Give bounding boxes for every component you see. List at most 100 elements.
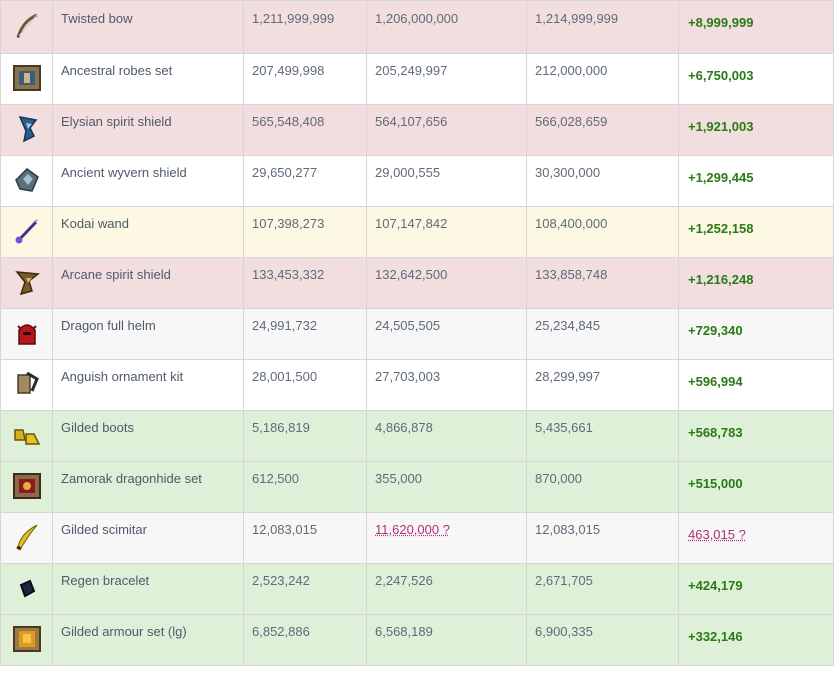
- low-price: 564,107,656: [366, 104, 527, 156]
- regen-bracelet-icon: [12, 573, 42, 603]
- buy-price: 12,083,015: [243, 512, 367, 564]
- high-price: 870,000: [526, 461, 679, 513]
- twisted-bow-icon: [12, 11, 42, 41]
- table-row[interactable]: Gilded armour set (lg) 6,852,886 6,568,1…: [0, 614, 834, 666]
- item-icon-cell: [0, 0, 53, 54]
- table-row[interactable]: Elysian spirit shield 565,548,408 564,10…: [0, 104, 834, 156]
- item-icon-cell: [0, 308, 53, 360]
- table-row[interactable]: Ancient wyvern shield 29,650,277 29,000,…: [0, 155, 834, 207]
- high-price: 212,000,000: [526, 53, 679, 105]
- item-icon-cell: [0, 155, 53, 207]
- high-price: 30,300,000: [526, 155, 679, 207]
- table-row[interactable]: Dragon full helm 24,991,732 24,505,505 2…: [0, 308, 834, 360]
- table-row[interactable]: Gilded scimitar 12,083,015 11,620,000 ? …: [0, 512, 834, 564]
- item-name[interactable]: Zamorak dragonhide set: [52, 461, 244, 513]
- margin-value: +6,750,003: [678, 53, 834, 105]
- table-row[interactable]: Anguish ornament kit 28,001,500 27,703,0…: [0, 359, 834, 411]
- low-price: 24,505,505: [366, 308, 527, 360]
- high-price: 2,671,705: [526, 563, 679, 615]
- margin-value: +515,000: [678, 461, 834, 513]
- item-name[interactable]: Ancestral robes set: [52, 53, 244, 105]
- gilded-scimitar-icon: [12, 522, 42, 552]
- item-name[interactable]: Dragon full helm: [52, 308, 244, 360]
- buy-price: 207,499,998: [243, 53, 367, 105]
- high-price: 25,234,845: [526, 308, 679, 360]
- low-price: 27,703,003: [366, 359, 527, 411]
- low-price: 4,866,878: [366, 410, 527, 462]
- buy-price: 1,211,999,999: [243, 0, 367, 54]
- item-name[interactable]: Arcane spirit shield: [52, 257, 244, 309]
- ancestral-robes-set-icon: [12, 63, 42, 93]
- item-icon-cell: [0, 563, 53, 615]
- low-price: 132,642,500: [366, 257, 527, 309]
- item-icon-cell: [0, 512, 53, 564]
- margin-flag[interactable]: 463,015 ?: [688, 527, 746, 542]
- table-row[interactable]: Regen bracelet 2,523,242 2,247,526 2,671…: [0, 563, 834, 615]
- gilded-boots-icon: [12, 420, 42, 450]
- buy-price: 612,500: [243, 461, 367, 513]
- table-row[interactable]: Twisted bow 1,211,999,999 1,206,000,000 …: [0, 0, 834, 54]
- item-name[interactable]: Ancient wyvern shield: [52, 155, 244, 207]
- item-icon-cell: [0, 257, 53, 309]
- buy-price: 2,523,242: [243, 563, 367, 615]
- margin-value: +729,340: [678, 308, 834, 360]
- item-name[interactable]: Elysian spirit shield: [52, 104, 244, 156]
- gilded-armour-set-lg-icon: [12, 624, 42, 654]
- item-name[interactable]: Regen bracelet: [52, 563, 244, 615]
- table-row[interactable]: Ancestral robes set 207,499,998 205,249,…: [0, 53, 834, 105]
- low-price: 6,568,189: [366, 614, 527, 666]
- margin-value: +332,146: [678, 614, 834, 666]
- buy-price: 565,548,408: [243, 104, 367, 156]
- ancient-wyvern-shield-icon: [12, 165, 42, 195]
- high-price: 1,214,999,999: [526, 0, 679, 54]
- item-name[interactable]: Anguish ornament kit: [52, 359, 244, 411]
- margin-value: 463,015 ?: [678, 512, 834, 564]
- low-price: 2,247,526: [366, 563, 527, 615]
- item-name[interactable]: Gilded boots: [52, 410, 244, 462]
- dragon-full-helm-icon: [12, 318, 42, 348]
- margin-value: +1,921,003: [678, 104, 834, 156]
- buy-price: 5,186,819: [243, 410, 367, 462]
- margin-value: +8,999,999: [678, 0, 834, 54]
- table-row[interactable]: Gilded boots 5,186,819 4,866,878 5,435,6…: [0, 410, 834, 462]
- buy-price: 28,001,500: [243, 359, 367, 411]
- item-name[interactable]: Gilded scimitar: [52, 512, 244, 564]
- item-icon-cell: [0, 359, 53, 411]
- high-price: 5,435,661: [526, 410, 679, 462]
- low-price: 11,620,000 ?: [366, 512, 527, 564]
- kodai-wand-icon: [12, 216, 42, 246]
- item-name[interactable]: Gilded armour set (lg): [52, 614, 244, 666]
- buy-price: 6,852,886: [243, 614, 367, 666]
- item-name[interactable]: Twisted bow: [52, 0, 244, 54]
- margin-value: +568,783: [678, 410, 834, 462]
- high-price: 6,900,335: [526, 614, 679, 666]
- zamorak-dragonhide-set-icon: [12, 471, 42, 501]
- margin-value: +1,216,248: [678, 257, 834, 309]
- item-icon-cell: [0, 461, 53, 513]
- buy-price: 29,650,277: [243, 155, 367, 207]
- margin-value: +1,299,445: [678, 155, 834, 207]
- margin-value: +1,252,158: [678, 206, 834, 258]
- buy-price: 133,453,332: [243, 257, 367, 309]
- buy-price: 107,398,273: [243, 206, 367, 258]
- item-icon-cell: [0, 104, 53, 156]
- arcane-spirit-shield-icon: [12, 267, 42, 297]
- margin-value: +424,179: [678, 563, 834, 615]
- low-price: 355,000: [366, 461, 527, 513]
- low-price: 107,147,842: [366, 206, 527, 258]
- high-price: 12,083,015: [526, 512, 679, 564]
- table-row[interactable]: Zamorak dragonhide set 612,500 355,000 8…: [0, 461, 834, 513]
- item-icon-cell: [0, 410, 53, 462]
- low-price: 29,000,555: [366, 155, 527, 207]
- high-price: 108,400,000: [526, 206, 679, 258]
- margin-value: +596,994: [678, 359, 834, 411]
- table-row[interactable]: Arcane spirit shield 133,453,332 132,642…: [0, 257, 834, 309]
- low-flag[interactable]: 11,620,000 ?: [375, 522, 450, 537]
- low-price: 205,249,997: [366, 53, 527, 105]
- item-name[interactable]: Kodai wand: [52, 206, 244, 258]
- item-icon-cell: [0, 206, 53, 258]
- table-row[interactable]: Kodai wand 107,398,273 107,147,842 108,4…: [0, 206, 834, 258]
- item-icon-cell: [0, 53, 53, 105]
